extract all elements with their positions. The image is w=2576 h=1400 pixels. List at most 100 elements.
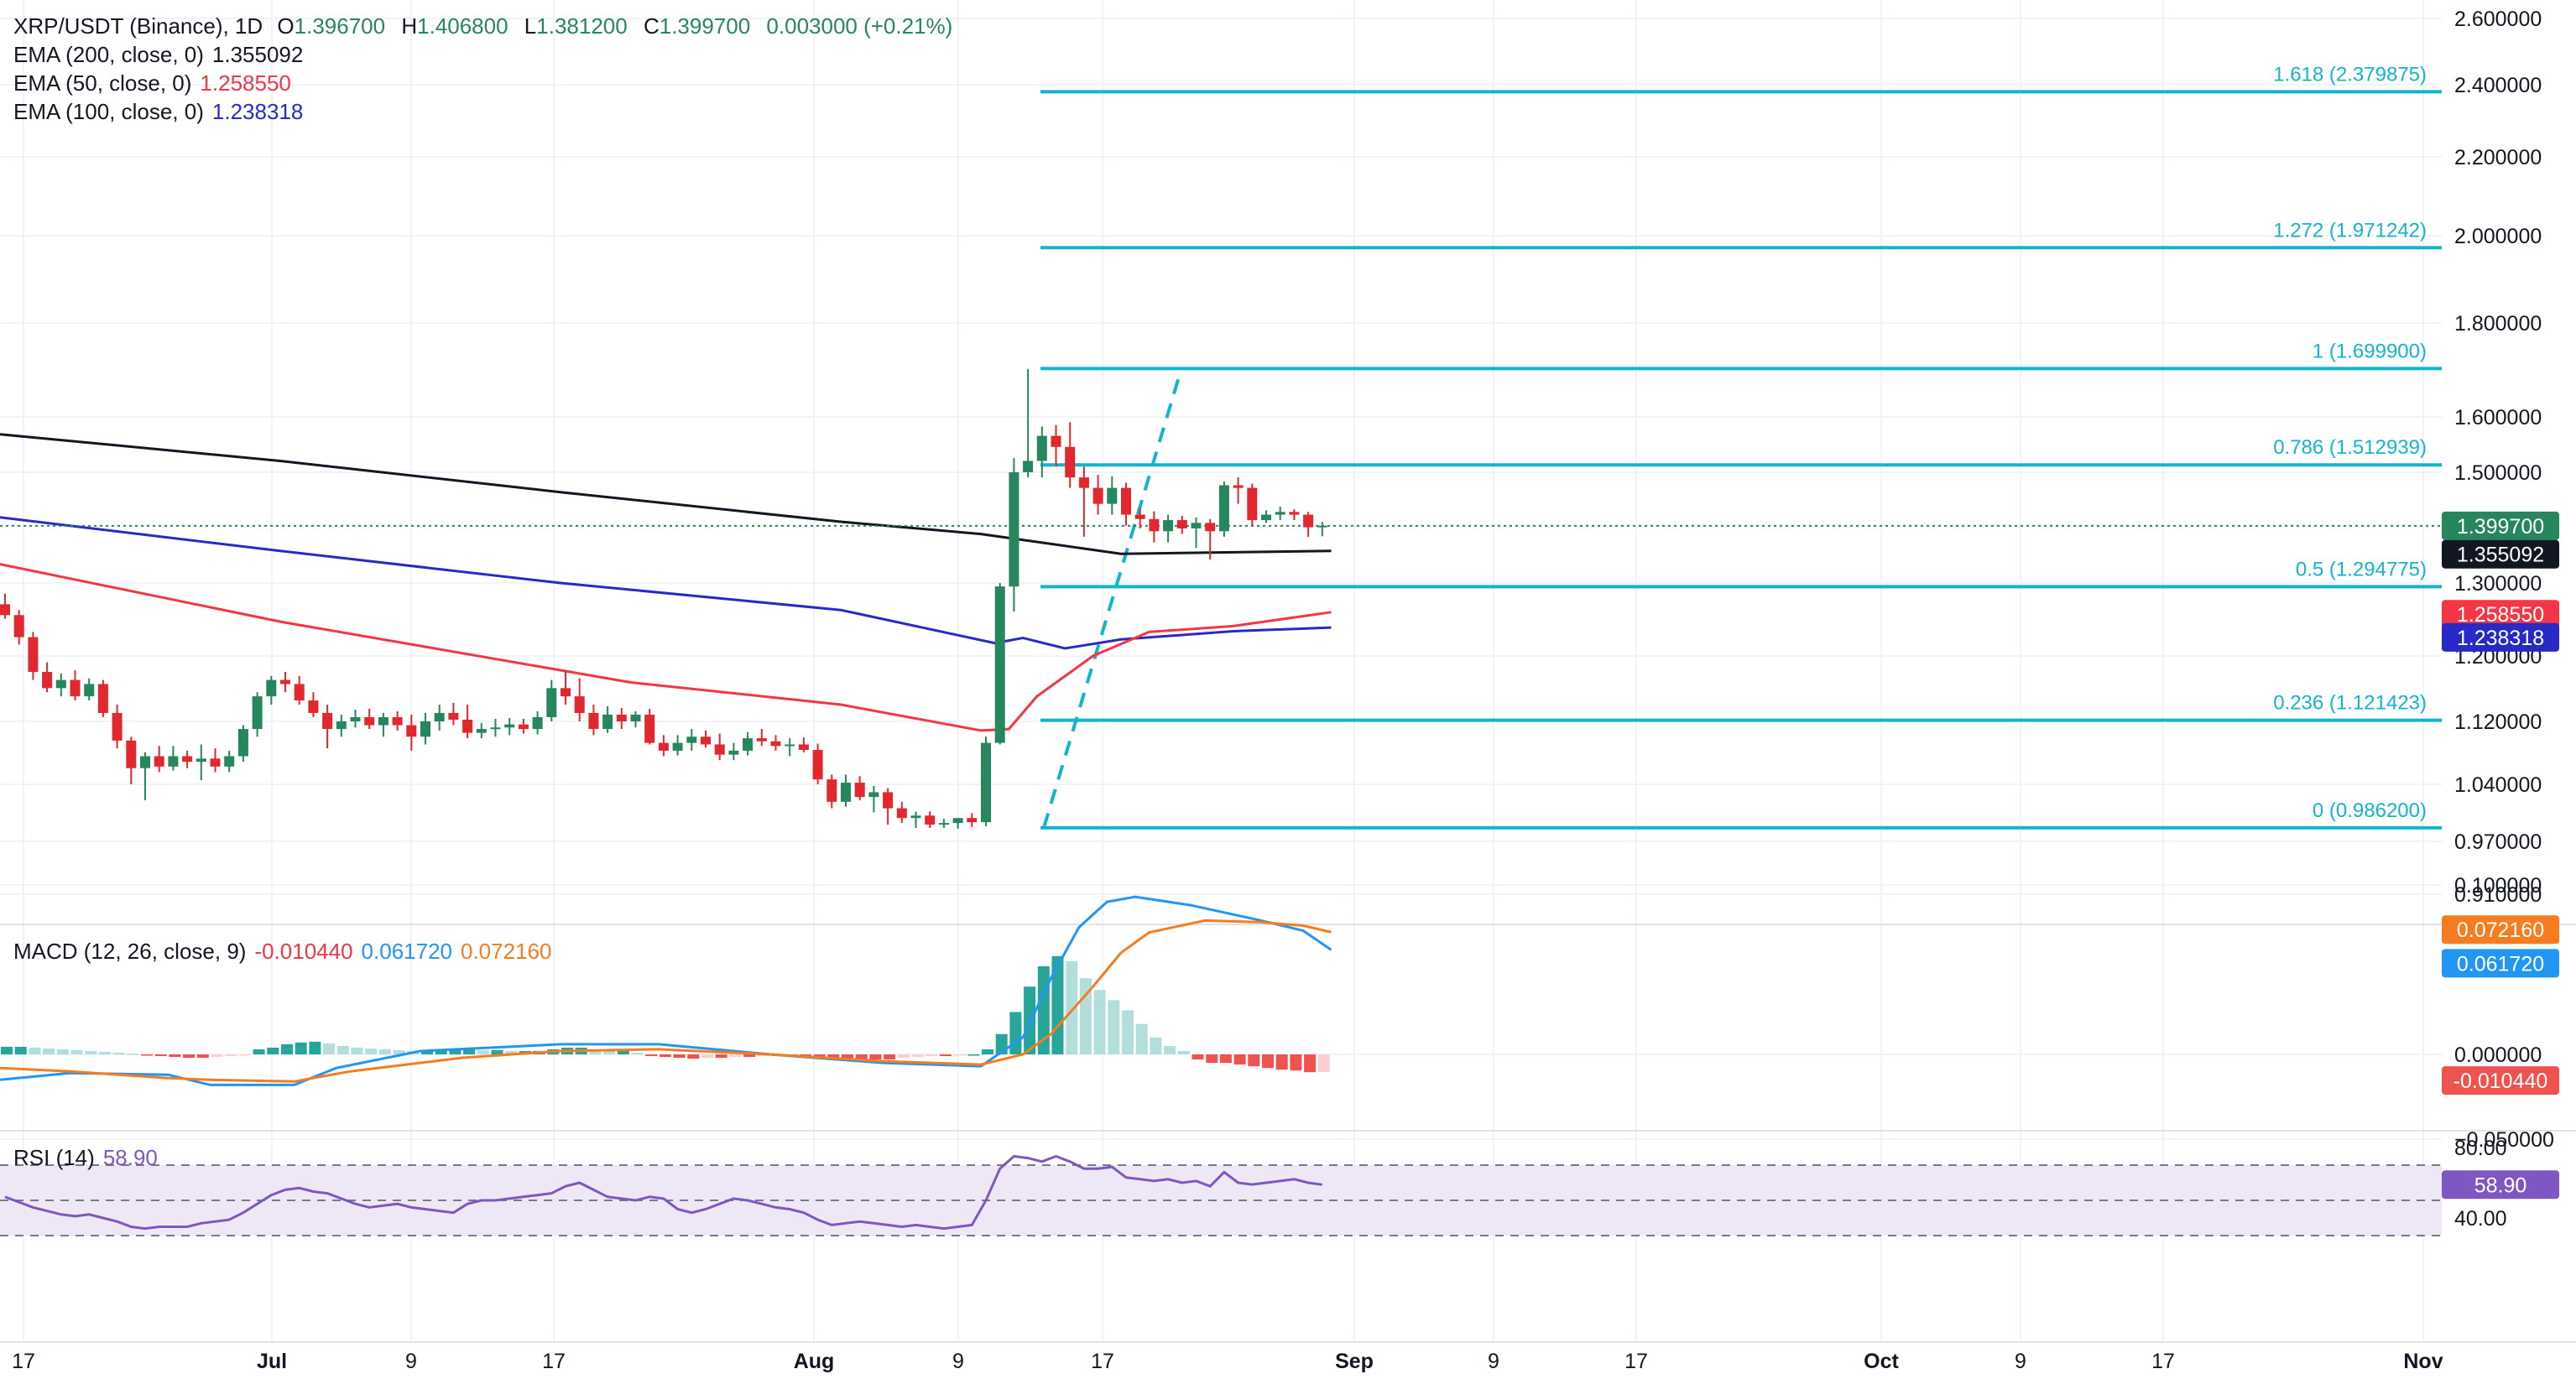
candle-body [1107,487,1118,504]
ema200-line [0,433,1332,555]
macd-histogram-bar [1206,1054,1218,1064]
candle-body [1065,446,1076,478]
macd-histogram-bar [645,1054,658,1057]
candle-body [1218,485,1229,532]
macd-histogram-bar [449,1049,461,1054]
macd-signal-value: 0.072160 [461,939,552,964]
macd-histogram-bar [1164,1045,1176,1054]
candle-body [518,724,529,730]
candle-body [1134,514,1145,519]
macd-histogram-bar [743,1054,756,1058]
ema50-label: EMA (50, close, 0) [13,70,192,96]
candle-body [420,721,430,737]
price-tick-label: 1.120000 [2454,710,2542,734]
macd-signal-tag-bg [2442,915,2559,945]
macd-histogram-bar [897,1054,910,1059]
macd-histogram-bar [631,1052,644,1054]
candle-body [938,823,949,825]
candle-body [1051,435,1061,447]
time-tick-label: Jul [257,1350,287,1373]
macd-histogram-bar [1150,1037,1162,1054]
macd-histogram-bar [687,1054,700,1059]
candle-body [1261,514,1271,521]
macd-histogram-bar [295,1042,307,1054]
macd-histogram-bar [85,1050,97,1054]
macd-histogram-bar [953,1054,966,1056]
candle-body [70,679,81,697]
macd-histogram-bar [225,1054,237,1057]
macd-line-tag-bg [2442,949,2559,978]
macd-histogram-bar [659,1054,671,1058]
ema200-tag: 1.355092 [2457,544,2544,567]
candle-body [1149,518,1160,532]
macd-histogram-bar [211,1054,223,1058]
candle-body [532,716,543,730]
candle-body [1303,514,1314,528]
macd-histogram-bar [169,1054,181,1058]
candle-body [280,679,290,684]
macd-histogram-bar [1135,1023,1148,1054]
macd-histogram-bar [253,1049,265,1054]
price-tick-label: 2.200000 [2454,146,2542,169]
candle-body [1317,525,1327,528]
candle-body [504,724,515,728]
macd-histogram-bar [1290,1054,1302,1071]
ema50-tag: 1.258550 [2457,603,2544,627]
ema200-value: 1.355092 [211,42,304,67]
macd-histogram-bar [855,1054,868,1060]
ema200-legend[interactable]: EMA (200, close, 0) 1.355092 [13,40,961,69]
ema50-legend[interactable]: EMA (50, close, 0) 1.258550 [13,69,961,97]
candle-body [266,679,277,697]
fib-level-label: 1.618 (2.379875) [2273,63,2427,86]
time-tick-label: 17 [1091,1350,1114,1373]
macd-histogram-bar [1093,990,1106,1054]
candle-body [967,818,978,823]
time-tick-label: Aug [794,1350,835,1373]
price-tick-label: 1.300000 [2454,572,2542,596]
macd-histogram-bar [911,1054,924,1058]
macd-histogram-bar [281,1043,293,1054]
candle-body [1233,485,1244,488]
grid-lines [0,0,2576,1343]
ema200-label: EMA (200, close, 0) [13,42,204,67]
candle-body [140,756,150,768]
ema100-legend[interactable]: EMA (100, close, 0) 1.238318 [13,97,961,126]
ema100-tag-bg [2442,622,2559,652]
macd-histogram-bar [1317,1054,1330,1073]
candle-body [462,719,473,733]
candle-body [112,712,123,741]
time-tick-label: 17 [1624,1350,1648,1373]
candle-body [1191,523,1202,528]
rsi-legend[interactable]: RSI (14) 58.90 [13,1143,166,1172]
candle-body [714,744,725,755]
price-tick-label: 1.600000 [2454,406,2542,429]
candle-body [1092,487,1103,504]
macd-histogram-bar [939,1054,952,1057]
candle-body [97,684,108,713]
ema100-line [0,516,1332,650]
low-label: L [524,13,537,39]
candle-body [364,716,375,726]
macd-histogram-bar [393,1049,405,1054]
candle-body [1205,523,1216,532]
macd-histogram-bar [435,1049,447,1054]
macd-histogram-bar [98,1051,111,1054]
candle-body [743,738,754,751]
macd-legend[interactable]: MACD (12, 26, close, 9) -0.010440 0.061720… [13,937,560,965]
candle-body [168,756,179,767]
candle-body [1275,512,1285,515]
open-value: 1.396700 [294,13,386,39]
macd-histogram-bar [365,1048,378,1054]
candle-body [126,740,137,768]
macd-histogram-bar [1304,1054,1317,1073]
macd-histogram-bar [141,1054,153,1056]
symbol-label[interactable]: XRP/USDT (Binance), 1D [13,13,263,39]
candle-body [798,744,809,750]
current-price-tag: 1.399700 [2457,515,2544,539]
macd-histogram-bar [1275,1054,1288,1070]
macd-histogram-bar [1262,1054,1274,1069]
macd-histogram-bar [982,1049,993,1054]
rsi-line [4,1154,1323,1231]
fibonacci-levels[interactable]: 1.618 (2.379875) 1.272 (1.971242) 1 (1.699… [1040,63,2442,830]
